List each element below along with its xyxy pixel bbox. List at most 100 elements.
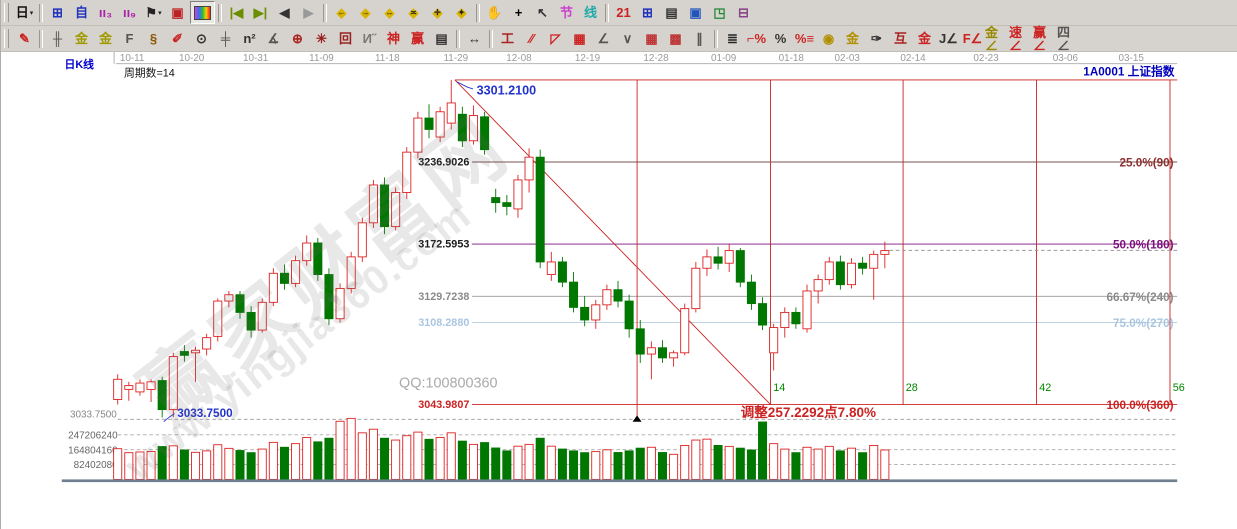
shift-left-button[interactable]: ◆ ← [330, 2, 353, 23]
trend-angle-button[interactable]: ∠ [592, 28, 615, 49]
gold-circle-icon: ◉ [822, 31, 835, 46]
node-marker-button[interactable]: 节 [555, 2, 578, 23]
ruler-123-button[interactable]: ▤ [430, 28, 453, 49]
calendar-button[interactable]: 21 [612, 2, 635, 23]
price-grid-button[interactable]: ▦ [640, 28, 663, 49]
save-disk-icon: ▣ [689, 5, 702, 20]
percent-zone-button[interactable]: ⌐% [745, 28, 768, 49]
candle-body [780, 311, 790, 329]
zigzag-line-button[interactable]: ∨ [616, 28, 639, 49]
ying-tool-button[interactable]: 赢 [406, 28, 429, 49]
candle-body [435, 111, 445, 138]
j-angle-line-button[interactable]: J∠ [937, 28, 960, 49]
prev-bar-button[interactable]: ◀ [273, 2, 296, 23]
save-disk-button[interactable]: ▣ [684, 2, 707, 23]
point-pen-button[interactable]: ✑ [865, 28, 888, 49]
pen-mark-button[interactable]: ✐ [166, 28, 189, 49]
shen-tool-button[interactable]: 神 [382, 28, 405, 49]
chart-canvas[interactable]: 10-11 10-20 10-31 11-09 11-18 11-29 12-08 12-19… [1, 52, 1237, 529]
level-list-button[interactable]: ≣ [721, 28, 744, 49]
spiral-tool-icon: § [149, 31, 158, 46]
candle-body [191, 349, 201, 354]
volume-bar [657, 452, 667, 480]
last-screen-icon: ▶| [253, 5, 268, 20]
zoom-compress-button[interactable]: ◆ ≍ [402, 2, 425, 23]
volume-axis-label: 247206240 [68, 430, 118, 441]
minute-3-chart-button[interactable]: ıı₃ [94, 2, 117, 23]
star-circle-button[interactable]: ✳ [310, 28, 333, 49]
pointer-measure-button[interactable]: ↖ [531, 2, 554, 23]
color-kline-button[interactable] [190, 1, 215, 24]
draw-brush-button[interactable]: ✎ [13, 28, 36, 49]
gold-ratio-v-button[interactable]: 金 [94, 28, 117, 49]
flag-marker-button[interactable]: ⚑ ▾ [142, 2, 165, 23]
ying-angle-line-button[interactable]: 赢∠ [1033, 26, 1056, 52]
toolbar-grip[interactable] [4, 3, 9, 22]
candle-body [869, 253, 879, 269]
drag-hand-button[interactable]: ✋ [483, 2, 506, 23]
grid-ruler-icon: ╪ [220, 31, 231, 46]
memo-notes-button[interactable]: ▤ [660, 2, 683, 23]
toolbar-grip[interactable] [4, 29, 9, 48]
speed-line-button[interactable]: 速∠ [1009, 24, 1032, 53]
percent-lines-button[interactable]: %≡ [793, 28, 816, 49]
gold-angle-line-button[interactable]: 金∠ [985, 24, 1008, 53]
volume-bar [835, 450, 845, 480]
gold-angle-line-icon: 金∠ [985, 24, 999, 53]
remote-link-button[interactable]: ⊟ [732, 2, 755, 23]
minute-9-chart-button[interactable]: ıı₉ [118, 2, 141, 23]
calculator-button[interactable]: ⊞ [636, 2, 659, 23]
line-grid-icon: ╫ [52, 31, 63, 46]
gold-circle-button[interactable]: ◉ [817, 28, 840, 49]
four-angle-line-button[interactable]: 四∠ [1057, 26, 1080, 52]
cycle-clock-button[interactable]: ⊙ [190, 28, 213, 49]
gold-lines-button[interactable]: 金 [841, 28, 864, 49]
volume-bar [224, 447, 234, 480]
gold-box-button[interactable]: 金 [913, 28, 936, 49]
qq-watermark: QQ:100800360 [399, 375, 498, 391]
line-grid-button[interactable]: ╫ [46, 28, 69, 49]
last-screen-button[interactable]: ▶| [249, 2, 272, 23]
candle-body [591, 304, 601, 321]
box-grid-button[interactable]: ▦ [568, 28, 591, 49]
square-spiral-button[interactable]: 回 [334, 28, 357, 49]
shift-right-button[interactable]: ◆ → [354, 2, 377, 23]
f-angle-line-button[interactable]: F∠ [961, 28, 984, 49]
gold-ratio-h-button[interactable]: 金 [70, 28, 93, 49]
web-data-button[interactable]: ◳ [708, 2, 731, 23]
info-panel-button[interactable]: 自 [70, 2, 93, 23]
volume-bar [435, 437, 445, 480]
spiral-tool-button[interactable]: § [142, 28, 165, 49]
calculator-icon: ⊞ [642, 5, 653, 20]
parallel-lines-button[interactable]: ∥ [688, 28, 711, 49]
crosshair-button[interactable]: + [507, 2, 530, 23]
n-square-button[interactable]: n² [238, 28, 261, 49]
candle-body [268, 272, 278, 303]
gann-compass-button[interactable]: ⊕ [286, 28, 309, 49]
period-day-button[interactable]: 日 ▾ [13, 2, 36, 23]
gann-fan-button[interactable]: ∕∕ [520, 28, 543, 49]
stock-select-button[interactable]: ▣ [166, 2, 189, 23]
speed-line-icon: 速∠ [1009, 24, 1023, 53]
cross-box-button[interactable]: 互 [889, 28, 912, 49]
h-width-measure-button[interactable]: ↔ [463, 28, 486, 49]
volume-bar [480, 442, 490, 480]
square-spiral-icon: 回 [338, 31, 352, 46]
curve-line-button[interactable]: 线 [579, 2, 602, 23]
zoom-all-button[interactable]: ◆ ✦ [450, 2, 473, 23]
pitchfork-button[interactable]: 工 [496, 28, 519, 49]
first-screen-button[interactable]: |◀ [225, 2, 248, 23]
zoom-fit-button[interactable]: ◆ ✛ [426, 2, 449, 23]
grid-ruler-button[interactable]: ╪ [214, 28, 237, 49]
fibo-f-tool-button[interactable]: F [118, 28, 141, 49]
time-grid-button[interactable]: ▩ [664, 28, 687, 49]
next-bar-button[interactable]: ▶ [297, 2, 320, 23]
angle-measure-button[interactable]: ∡ [262, 28, 285, 49]
multi-window-button[interactable]: ⊞ [46, 2, 69, 23]
zoom-expand-button[interactable]: ◆ ↔ [378, 2, 401, 23]
candle-body [279, 272, 289, 284]
percent-tool-button[interactable]: % [769, 28, 792, 49]
fan-from-box-button[interactable]: ◸ [544, 28, 567, 49]
k-count-mark-button[interactable]: И˝ [358, 28, 381, 49]
volume-bar [368, 428, 378, 480]
